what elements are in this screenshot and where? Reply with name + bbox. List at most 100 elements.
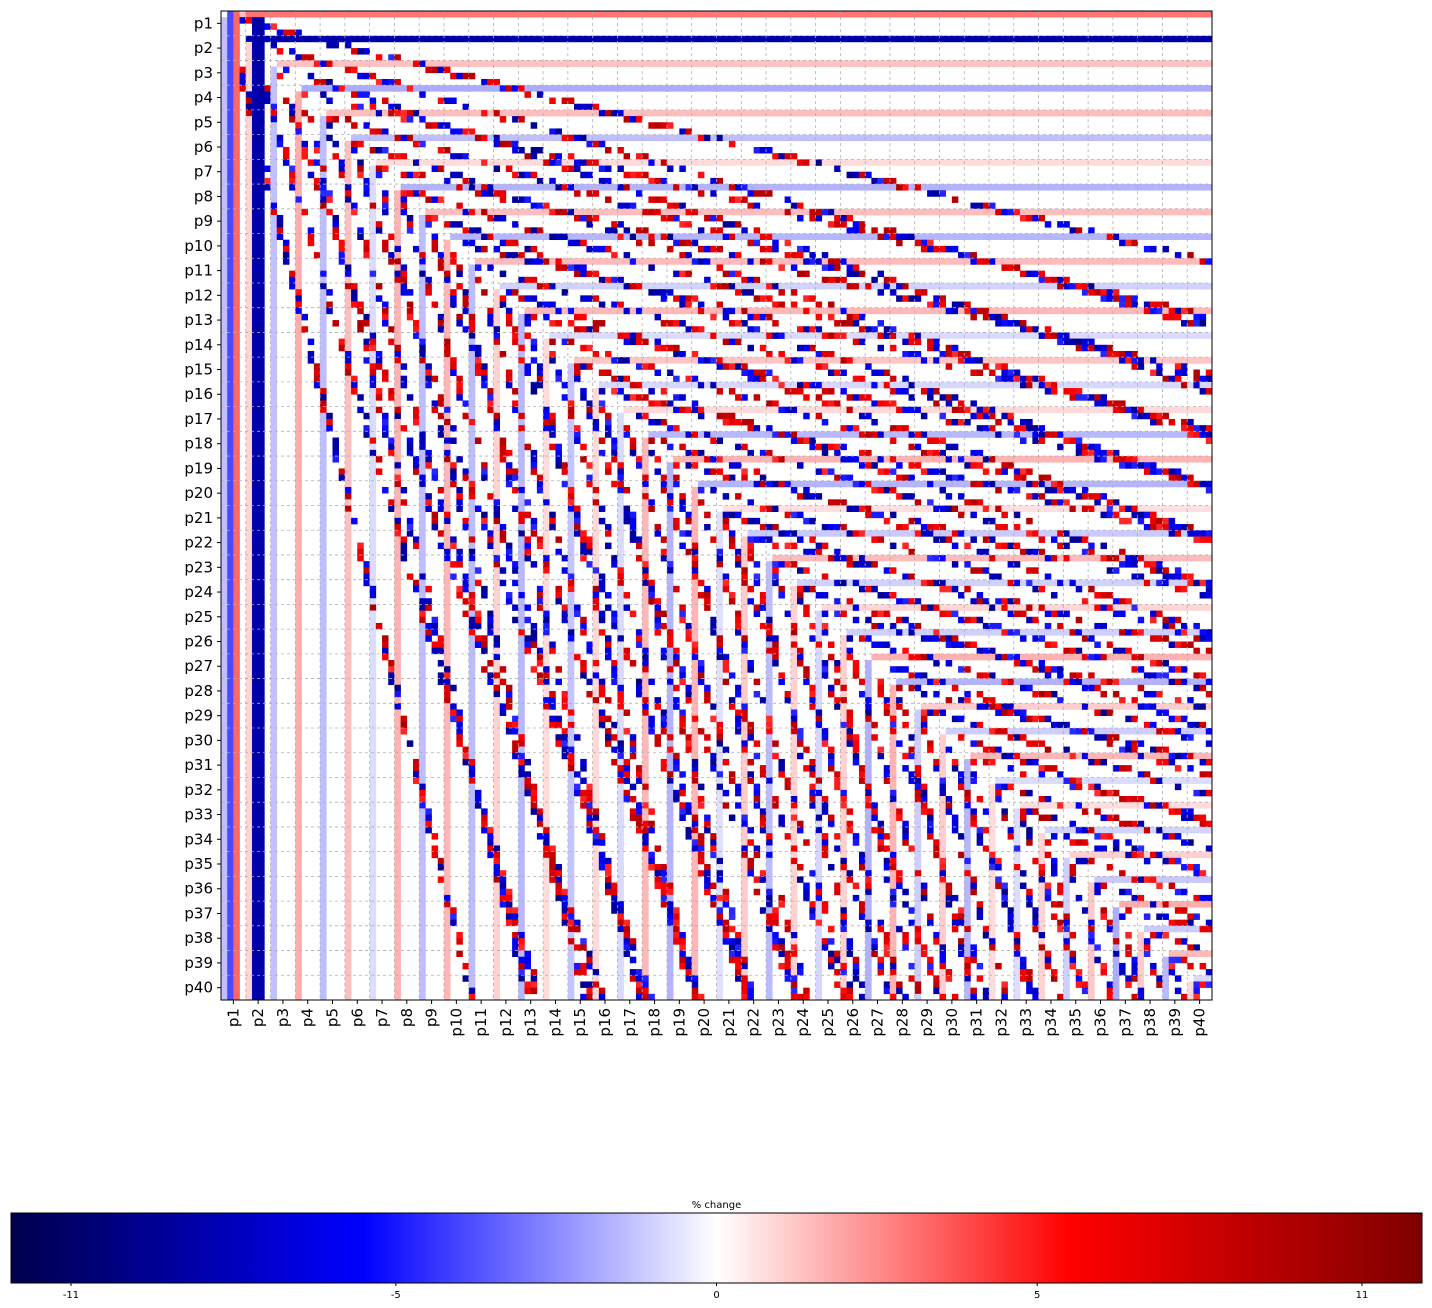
- heatmap-cell: [419, 425, 426, 432]
- heatmap-cell: [227, 412, 234, 420]
- heatmap-cell: [970, 208, 977, 216]
- heatmap-cell: [512, 406, 519, 414]
- heatmap-cell: [1162, 258, 1169, 265]
- heatmap-cell: [778, 406, 785, 414]
- heatmap-cell: [834, 165, 841, 173]
- heatmap-cell: [456, 85, 463, 92]
- heatmap-cell: [1001, 456, 1008, 463]
- heatmap-cell: [809, 208, 816, 216]
- heatmap-cell: [697, 282, 705, 290]
- heatmap-cell: [468, 208, 476, 216]
- heatmap-cell: [493, 301, 501, 308]
- heatmap-cell: [258, 264, 265, 271]
- heatmap-cell: [945, 456, 953, 463]
- heatmap-cell: [567, 35, 575, 43]
- heatmap-cell: [679, 406, 686, 414]
- heatmap-cell: [431, 159, 439, 166]
- heatmap-cell: [1057, 332, 1064, 339]
- heatmap-cell: [295, 480, 302, 488]
- heatmap-cell: [846, 307, 854, 315]
- heatmap-cell: [524, 91, 531, 98]
- heatmap-cell: [251, 140, 259, 148]
- heatmap-cell: [270, 289, 278, 296]
- heatmap-cell: [1094, 134, 1101, 142]
- heatmap-cell: [790, 109, 798, 117]
- heatmap-cell: [549, 301, 556, 308]
- heatmap-cell: [221, 233, 228, 241]
- heatmap-cell: [865, 233, 872, 241]
- heatmap-cell: [896, 357, 903, 364]
- heatmap-cell: [759, 456, 767, 463]
- heatmap-cell: [605, 369, 612, 376]
- heatmap-cell: [1001, 406, 1008, 414]
- heatmap-cell: [747, 431, 754, 438]
- heatmap-cell: [363, 177, 370, 185]
- heatmap-cell: [394, 486, 401, 494]
- heatmap-cell: [790, 85, 798, 92]
- heatmap-cell: [654, 400, 662, 407]
- heatmap-cell: [413, 140, 420, 148]
- heatmap-cell: [1193, 134, 1200, 142]
- heatmap-cell: [233, 400, 240, 407]
- heatmap-cell: [1032, 431, 1039, 438]
- heatmap-cell: [313, 177, 321, 185]
- heatmap-cell: [728, 320, 736, 327]
- heatmap-cell: [227, 54, 234, 61]
- heatmap-cell: [586, 159, 593, 166]
- heatmap-cell: [1075, 437, 1083, 444]
- heatmap-cell: [877, 400, 885, 407]
- heatmap-cell: [320, 11, 327, 18]
- heatmap-cell: [462, 153, 470, 160]
- heatmap-cell: [858, 307, 866, 315]
- heatmap-cell: [846, 332, 854, 339]
- heatmap-cell: [970, 85, 977, 92]
- heatmap-cell: [605, 11, 612, 18]
- heatmap-cell: [394, 363, 401, 370]
- heatmap-cell: [958, 159, 965, 166]
- heatmap-cell: [245, 264, 253, 271]
- heatmap-cell: [369, 412, 377, 420]
- heatmap-cell: [778, 35, 785, 43]
- heatmap-cell: [827, 233, 835, 241]
- heatmap-cell: [567, 437, 575, 444]
- heatmap-cell: [759, 146, 767, 154]
- heatmap-cell: [431, 66, 439, 74]
- heatmap-cell: [536, 109, 544, 117]
- heatmap-cell: [790, 264, 798, 271]
- heatmap-cell: [536, 258, 544, 265]
- heatmap-cell: [970, 431, 977, 438]
- heatmap-cell: [933, 159, 940, 166]
- heatmap-cell: [406, 85, 414, 92]
- heatmap-cell: [456, 388, 463, 395]
- heatmap-cell: [1001, 109, 1008, 117]
- heatmap-cell: [251, 66, 259, 74]
- heatmap-cell: [951, 245, 959, 253]
- heatmap-cell: [493, 344, 501, 352]
- heatmap-cell: [716, 227, 723, 234]
- heatmap-cell: [586, 109, 593, 117]
- heatmap-cell: [574, 190, 581, 197]
- heatmap-cell: [803, 412, 810, 420]
- heatmap-cell: [580, 443, 587, 451]
- heatmap-cell: [834, 307, 841, 315]
- heatmap-cell: [920, 307, 928, 315]
- heatmap-cell: [543, 369, 550, 376]
- heatmap-cell: [933, 245, 940, 253]
- heatmap-cell: [995, 208, 1002, 216]
- heatmap-cell: [753, 233, 761, 241]
- heatmap-cell: [518, 171, 525, 179]
- heatmap-cell: [450, 109, 457, 117]
- heatmap-cell: [487, 134, 494, 142]
- heatmap-cell: [245, 60, 253, 67]
- heatmap-cell: [338, 165, 346, 173]
- heatmap-cell: [221, 369, 228, 376]
- heatmap-cell: [320, 449, 327, 457]
- heatmap-cell: [543, 313, 550, 321]
- heatmap-cell: [933, 449, 940, 457]
- heatmap-cell: [605, 227, 612, 234]
- heatmap-cell: [394, 227, 401, 234]
- heatmap-cell: [456, 159, 463, 166]
- heatmap-cell: [741, 233, 748, 241]
- heatmap-cell: [989, 307, 996, 315]
- heatmap-cell: [809, 437, 816, 444]
